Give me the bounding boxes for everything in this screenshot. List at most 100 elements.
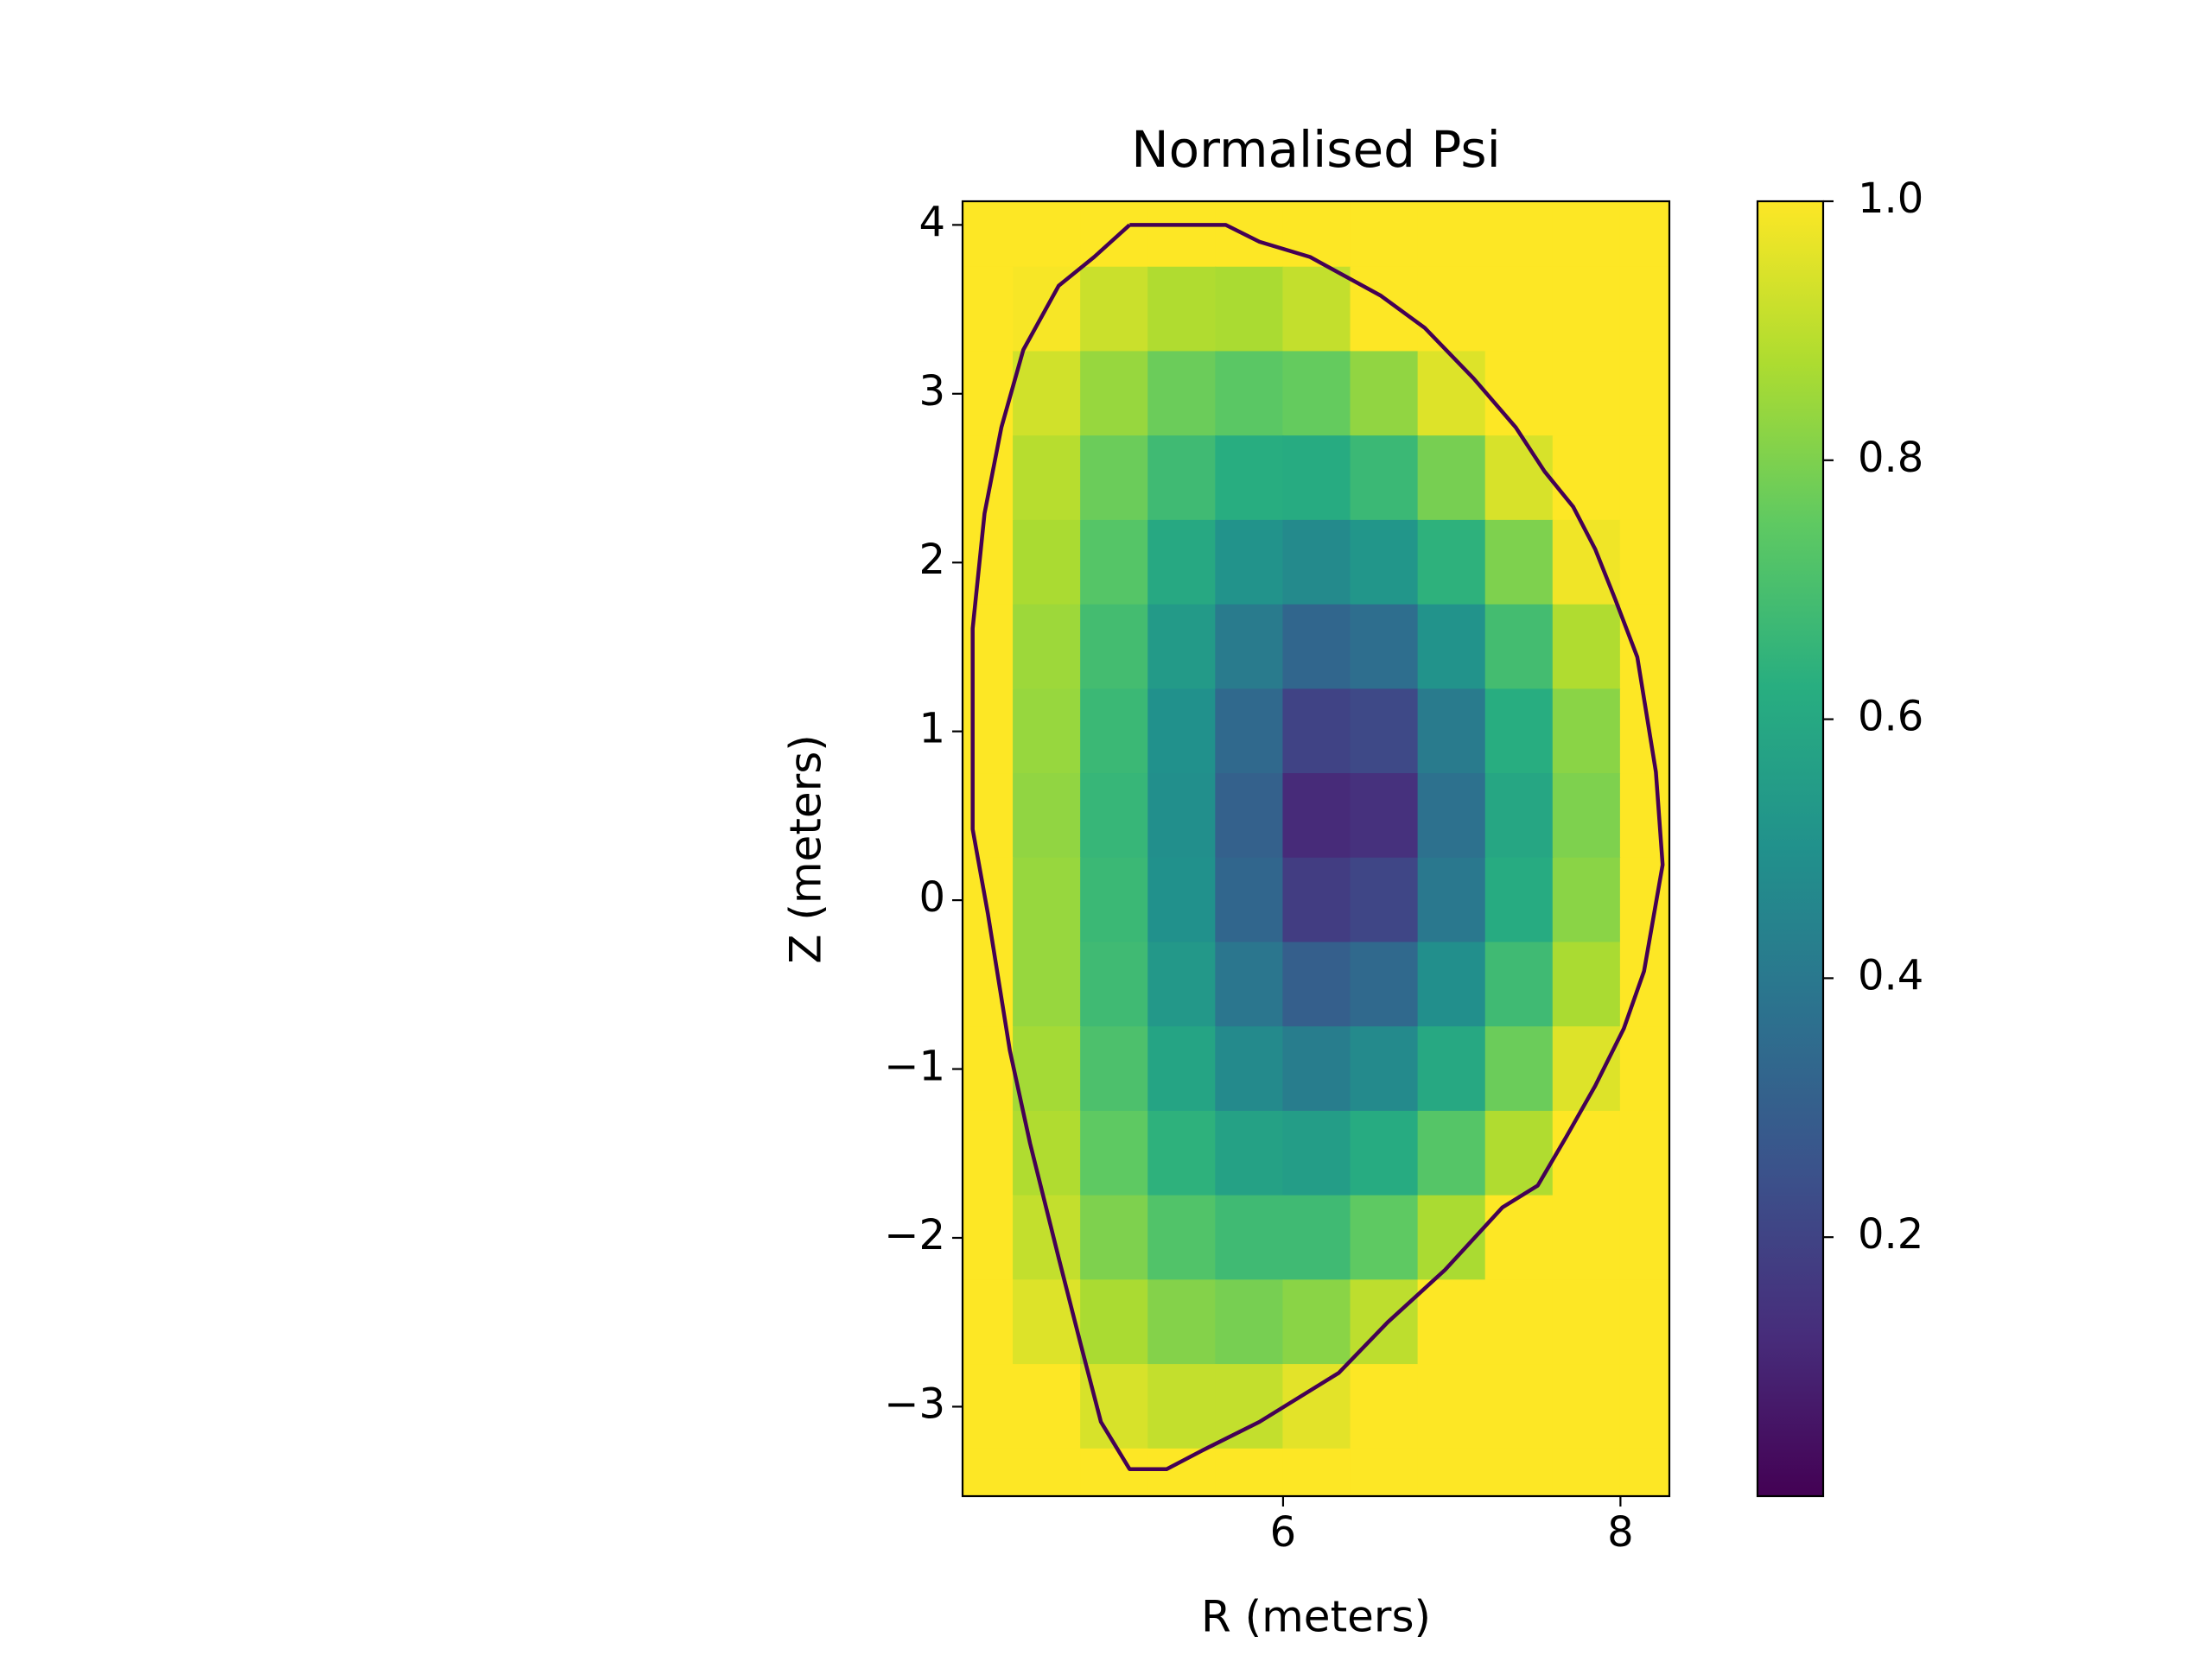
heatmap-cell (1484, 201, 1554, 268)
heatmap-cell (1282, 1110, 1351, 1196)
heatmap-cell (1282, 1026, 1351, 1112)
heatmap-cell (1484, 1110, 1554, 1196)
heatmap-cell (1484, 519, 1554, 606)
heatmap-cell (1552, 604, 1621, 690)
heatmap-cell (1147, 604, 1217, 690)
heatmap-cell (1350, 266, 1419, 352)
heatmap-cell (1215, 1110, 1284, 1196)
heatmap-cell (1147, 201, 1217, 268)
heatmap-cell (963, 266, 1014, 352)
heatmap-cell (1147, 519, 1217, 606)
heatmap-cell (1552, 435, 1621, 521)
heatmap-cell (1350, 688, 1419, 775)
heatmap-cell (1013, 773, 1082, 859)
colorbar-tick-label: 0.6 (1858, 693, 1923, 741)
heatmap-cell (1417, 1364, 1486, 1449)
heatmap-cell (1350, 435, 1419, 521)
chart-title: Normalised Psi (1131, 120, 1500, 179)
y-tick-label: 1 (918, 705, 945, 753)
heatmap-cell (1484, 604, 1554, 690)
heatmap-cell (1484, 266, 1554, 352)
heatmap-cell (1619, 201, 1669, 268)
heatmap-cell (1080, 1448, 1149, 1496)
heatmap-cell (1013, 857, 1082, 943)
heatmap-cell (1484, 1279, 1554, 1366)
heatmap-cell (1619, 1026, 1669, 1112)
heatmap-cell (1552, 351, 1621, 437)
heatmap-cell (1350, 773, 1419, 859)
x-axis-label: R (meters) (1201, 1592, 1431, 1642)
plot-area (963, 201, 1669, 1496)
heatmap-cell (1484, 773, 1554, 859)
heatmap-cell (1147, 942, 1217, 1028)
heatmap-cell (1619, 1195, 1669, 1281)
heatmap-cell (1619, 1448, 1669, 1496)
heatmap-cell (1417, 266, 1486, 352)
heatmap-cell (1619, 351, 1669, 437)
heatmap-cell (1282, 1195, 1351, 1281)
heatmap-cell (1484, 857, 1554, 943)
heatmap-cell (1619, 1110, 1669, 1196)
heatmap-cell (1215, 519, 1284, 606)
heatmap-cell (1552, 1195, 1621, 1281)
y-tick-label: −3 (884, 1380, 945, 1428)
heatmap-cell (1484, 942, 1554, 1028)
heatmap-cell (1215, 604, 1284, 690)
heatmap-cell (1484, 1195, 1554, 1281)
heatmap-cell (1080, 773, 1149, 859)
heatmap-cell (1282, 519, 1351, 606)
heatmap-cell (1282, 1279, 1351, 1366)
heatmap-cell (963, 604, 1014, 690)
heatmap-cell (1147, 1364, 1217, 1449)
heatmap-cell (1417, 604, 1486, 690)
contour-line (970, 223, 1665, 1471)
heatmap-cell (1013, 519, 1082, 606)
heatmap-cell (1484, 1364, 1554, 1449)
heatmap-cell (1619, 435, 1669, 521)
heatmap-cell (1282, 942, 1351, 1028)
heatmap-cell (1080, 519, 1149, 606)
heatmap-cell (1080, 266, 1149, 352)
heatmap-cell (1350, 1026, 1419, 1112)
heatmap-cell (963, 435, 1014, 521)
heatmap-cell (1080, 857, 1149, 943)
heatmap-cell (1350, 1364, 1419, 1449)
heatmap-cell (1215, 688, 1284, 775)
heatmap-cell (1080, 942, 1149, 1028)
heatmap-cell (1417, 351, 1486, 437)
heatmap-cell (963, 201, 1014, 268)
heatmap-cell (963, 351, 1014, 437)
heatmap-cell (1619, 773, 1669, 859)
colorbar-tick-label: 0.2 (1858, 1210, 1923, 1259)
heatmap-cell (1282, 1364, 1351, 1449)
heatmap-cell (1350, 201, 1419, 268)
heatmap-cell (1619, 1364, 1669, 1449)
x-tick-label: 6 (1270, 1508, 1297, 1557)
heatmap-cell (1147, 688, 1217, 775)
heatmap-cell (1080, 1026, 1149, 1112)
heatmap-cell (1417, 435, 1486, 521)
plot-frame (961, 200, 1671, 1498)
heatmap-cell (1147, 1448, 1217, 1496)
heatmap-cell (1484, 1448, 1554, 1496)
heatmap-cell (1147, 1279, 1217, 1366)
y-tick-label: 3 (918, 367, 945, 416)
heatmap-cell (1013, 1448, 1082, 1496)
heatmap-cell (1417, 201, 1486, 268)
heatmap-cell (1552, 942, 1621, 1028)
heatmap-cell (1552, 857, 1621, 943)
heatmap-cell (1215, 942, 1284, 1028)
heatmap-cell (1552, 1279, 1621, 1366)
heatmap-cell (1080, 688, 1149, 775)
colorbar-tick-label: 0.8 (1858, 434, 1923, 482)
heatmap-cell (1080, 1279, 1149, 1366)
heatmap-cell (1619, 266, 1669, 352)
heatmap-cell (1013, 1279, 1082, 1366)
heatmap-cell (1013, 942, 1082, 1028)
heatmap-cell (1619, 857, 1669, 943)
heatmap-cell (1013, 351, 1082, 437)
heatmap-cell (1013, 1364, 1082, 1449)
heatmap-cell (1484, 351, 1554, 437)
